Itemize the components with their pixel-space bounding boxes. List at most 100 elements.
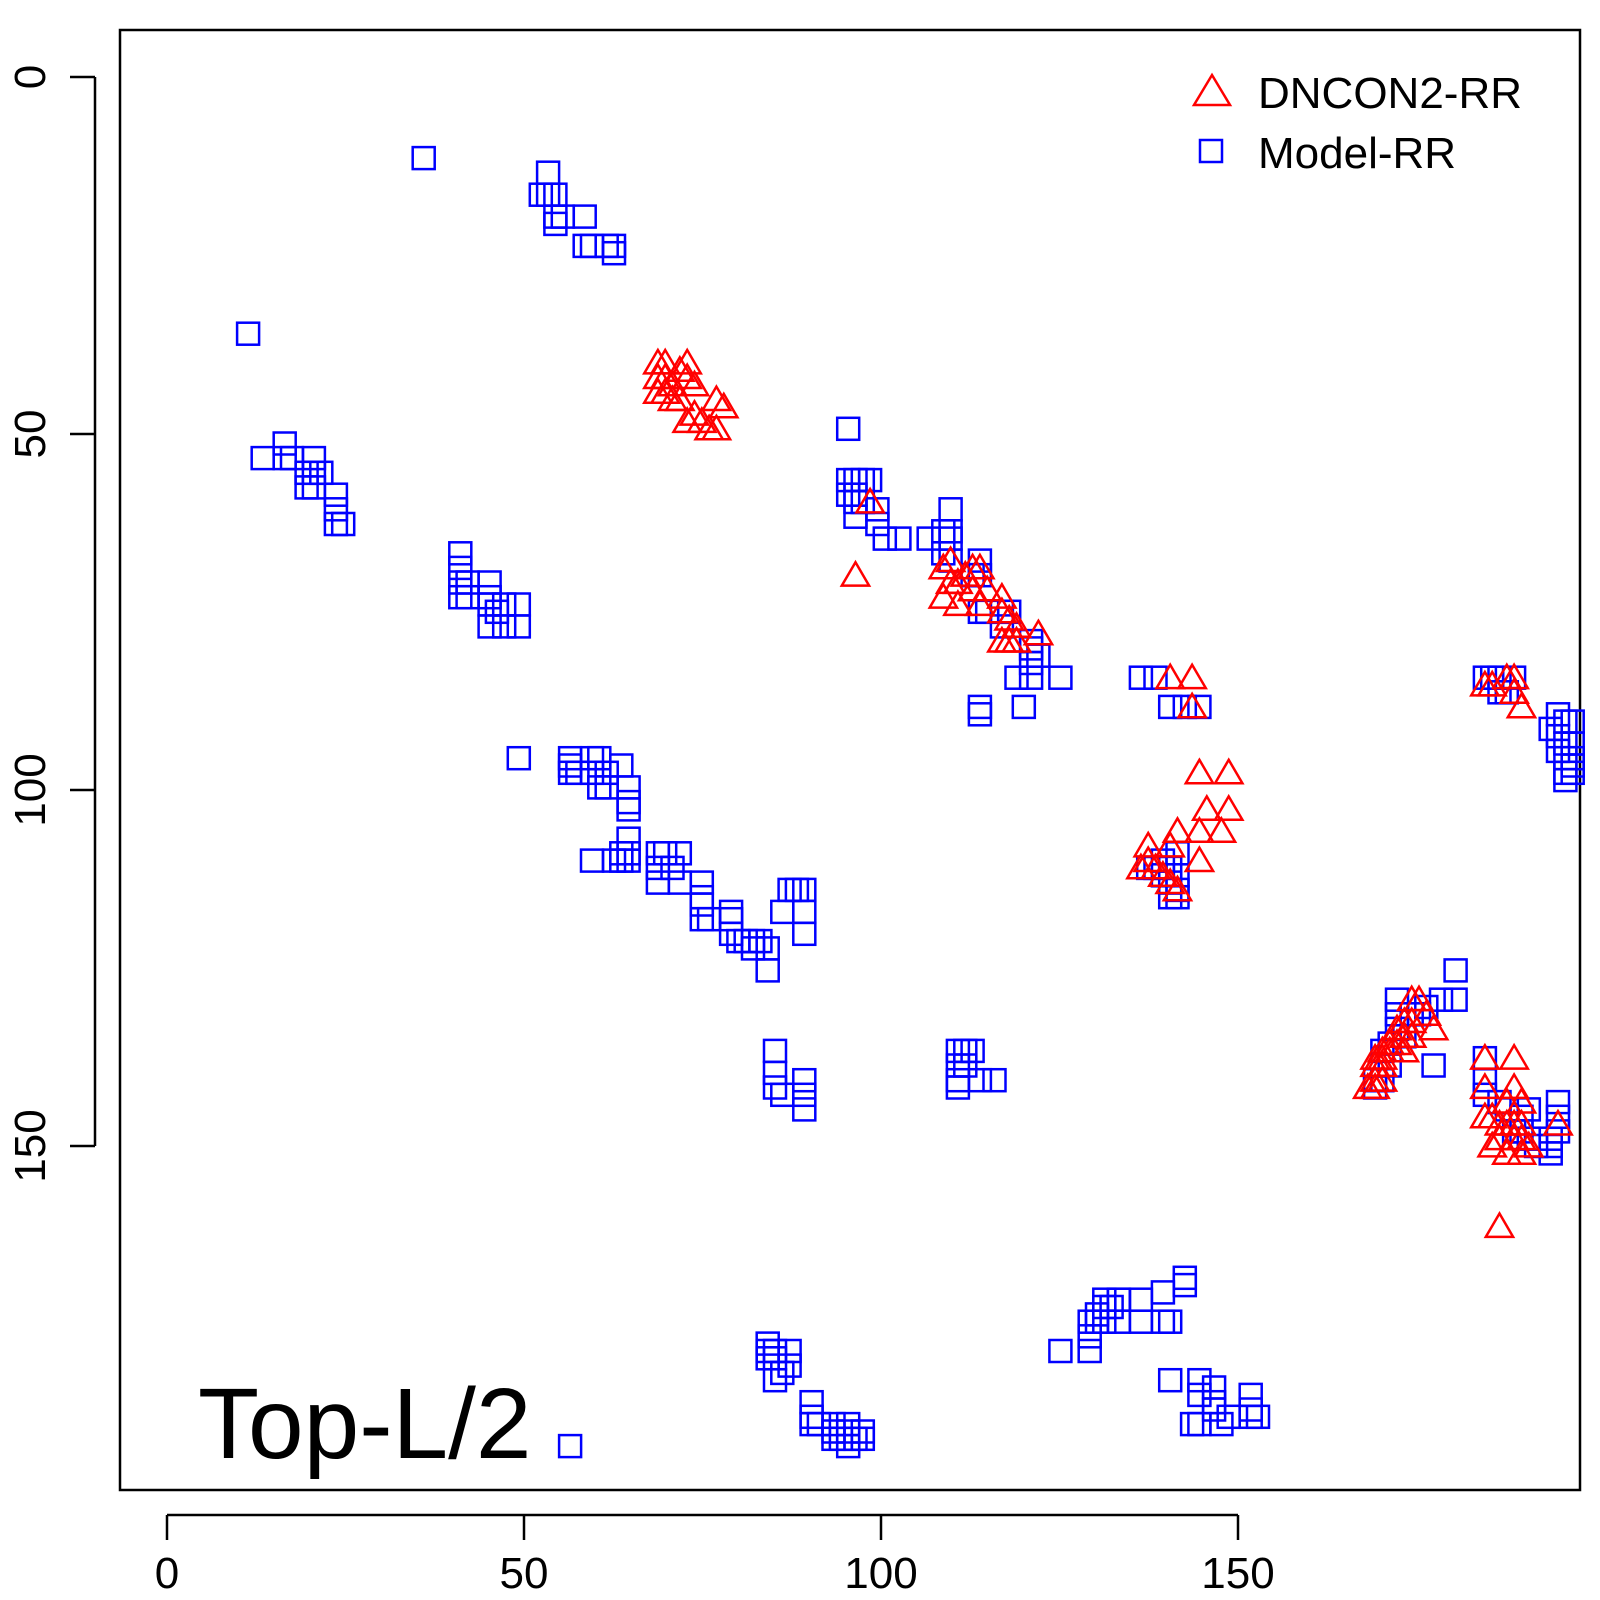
dncon2-rr-point [1161,874,1194,902]
model-rr-point [484,599,510,625]
dncon2-rr-point [1505,1123,1538,1151]
model-rr-point [279,445,305,471]
dncon2-rr-point [927,552,960,580]
dncon2-rr-point [1512,1130,1545,1158]
model-rr-point [667,841,693,866]
dncon2-rr-point [1212,757,1245,785]
dncon2-rr-point [1505,1108,1538,1136]
model-rr-point [953,1053,978,1078]
model-rr-point [272,445,297,471]
model-rr-point [770,899,795,925]
model-rr-point [821,1426,846,1452]
model-rr-point [506,614,532,639]
dncon2-rr-point [986,581,1018,609]
model-rr-point [477,584,502,610]
model-rr-point [594,233,619,259]
dncon2-rr-point [1366,1050,1399,1078]
dncon2-rr-point [1132,830,1165,858]
plot-frame [118,28,1582,1492]
dncon2-rr-point [1183,815,1216,844]
dncon2-rr-point [700,413,733,441]
model-rr-point [806,1411,832,1437]
model-rr-point [1545,738,1571,764]
model-rr-point [1048,1338,1073,1364]
y-axis: 0 50 100 150 [6,65,97,1183]
model-rr-point [1099,1294,1124,1320]
model-rr-point [250,445,275,471]
model-rr-point [557,1433,583,1459]
dncon2-rr-point [1000,610,1033,639]
model-rr-point [1216,1404,1241,1430]
dncon2-rr-point [1132,845,1165,873]
dncon2-rr-point [964,552,996,580]
model-rr-point [1150,1309,1176,1334]
model-rr-point [967,694,993,720]
model-rr-point [792,1097,817,1122]
x-tick-label-50: 50 [500,1549,549,1598]
model-rr-point [945,1053,971,1078]
legend-square-marker [1198,138,1224,164]
dncon2-rr-point [1154,662,1186,690]
dncon2-rr-point [649,362,682,390]
model-rr-point [1106,1287,1132,1312]
model-rr-point [609,848,634,873]
model-rr-point [272,431,297,456]
model-rr-point [850,1426,876,1452]
model-rr-point [1172,1265,1198,1291]
model-rr-point [945,1038,971,1064]
model-rr-point [616,789,641,815]
model-rr-point [572,204,597,229]
model-rr-point [455,570,480,595]
model-rr-point [1238,1382,1263,1408]
model-rr-point [543,204,568,229]
model-rr-point [543,182,568,207]
model-rr-point [718,899,744,925]
model-rr-point [689,906,715,932]
model-rr-point [1157,1309,1183,1334]
dncon2-rr-point [1410,998,1443,1026]
x-tick-label-100: 100 [844,1549,917,1598]
dncon2-rr-point [656,369,689,397]
model-rr-point [543,211,568,237]
model-rr-point [792,1082,817,1108]
model-rr-point [572,233,597,259]
model-rr-point [777,1338,802,1364]
model-rr-point [616,775,641,800]
model-rr-point [1538,1141,1563,1166]
model-rr-point [330,511,356,537]
model-rr-point [565,760,590,786]
model-rr-point [1084,1302,1110,1327]
model-rr-point [1201,1397,1227,1422]
dncon2-rr-point [839,559,872,587]
dncon2-rr-point [1022,618,1055,646]
model-rr-point [477,592,502,617]
legend-label-dncon2: DNCON2-RR [1258,69,1522,118]
model-rr-point [1238,1397,1263,1422]
model-rr-point [1428,987,1454,1012]
dncon2-rr-point [671,347,703,375]
dncon2-rr-point [1154,830,1186,858]
model-rr-point [557,760,583,786]
model-rr-point [294,475,319,500]
dncon2-rr-point [649,347,682,375]
model-rr-point [916,526,941,551]
model-rr-point [491,592,517,617]
dncon2-rr-point [664,354,696,382]
model-rr-point [448,541,473,566]
model-rr-point [762,1038,788,1064]
data-points [235,145,1585,1459]
dncon2-rr-point [1469,1072,1501,1100]
dncon2-rr-point [1388,1006,1421,1034]
dncon2-rr-point [1183,757,1216,785]
model-rr-point [587,745,612,771]
model-rr-point [1018,665,1044,690]
model-rr-point [1443,958,1468,983]
dncon2-rr-point [1476,669,1508,697]
model-rr-point [411,145,436,171]
model-rr-point [784,877,810,903]
model-rr-point [609,753,634,778]
model-rr-point [799,1411,824,1437]
model-rr-point [594,775,619,800]
dncon2-rr-point [1176,691,1208,719]
model-rr-point [579,745,605,771]
